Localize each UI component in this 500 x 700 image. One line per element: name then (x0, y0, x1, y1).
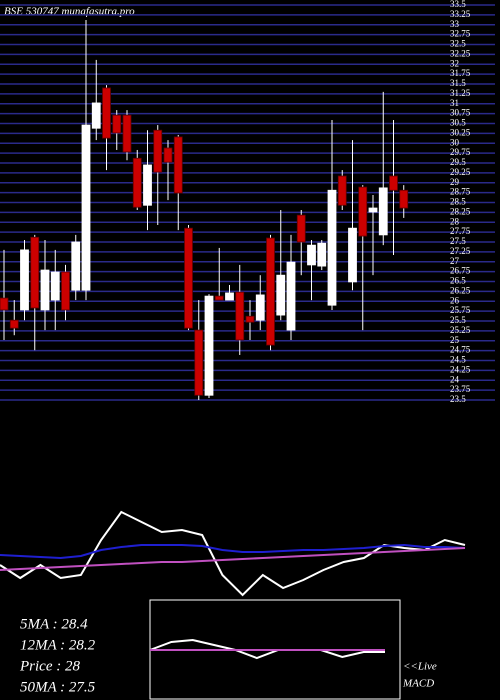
y-tick-label: 33.5 (450, 0, 466, 9)
y-tick-label: 28 (450, 216, 460, 226)
y-tick-label: 24.5 (450, 355, 466, 365)
y-tick-label: 30.5 (450, 118, 466, 128)
candle-body (173, 136, 183, 194)
y-tick-label: 30.75 (450, 108, 471, 118)
candle-body (307, 244, 316, 266)
y-tick-label: 28.25 (450, 206, 471, 216)
y-tick-label: 27.5 (450, 236, 466, 246)
candle-body (81, 124, 91, 291)
candle-body (194, 329, 204, 396)
candle-body (348, 227, 357, 283)
candle-body (112, 114, 122, 134)
y-tick-label: 24.25 (450, 364, 471, 374)
candle-body (286, 261, 296, 331)
annotation: Price : 28 (19, 658, 80, 674)
candle-body (153, 129, 163, 173)
candle-body (20, 249, 29, 311)
y-tick-label: 26 (450, 295, 460, 305)
y-tick-label: 28.75 (450, 187, 471, 197)
candle-body (163, 147, 173, 163)
y-tick-label: 31.5 (450, 78, 466, 88)
candle-body (40, 269, 50, 311)
y-tick-label: 29.25 (450, 167, 471, 177)
y-tick-label: 32.75 (450, 29, 471, 39)
candle-body (50, 271, 60, 301)
candle-body (204, 295, 214, 396)
annotation: 50MA : 27.5 (20, 679, 96, 695)
candle-body (378, 187, 388, 236)
y-tick-label: 24 (450, 374, 460, 384)
y-tick-label: 32.25 (450, 48, 471, 58)
candle-body (122, 114, 132, 153)
candle-body (30, 236, 40, 309)
candle-body (0, 297, 9, 311)
candle-body (399, 189, 409, 209)
candle-body (214, 295, 224, 301)
indicator-line (0, 510, 466, 597)
candle-body (266, 237, 275, 346)
y-tick-label: 27.75 (450, 226, 471, 236)
y-tick-label: 25 (450, 335, 460, 345)
annotation: MACD (402, 678, 434, 690)
candle-body (296, 214, 306, 243)
y-tick-label: 33.25 (450, 9, 471, 19)
candle-body (235, 291, 245, 341)
y-tick-label: 30 (450, 137, 460, 147)
candle-body (225, 292, 234, 301)
candle-body (327, 189, 337, 306)
annotation: <<Live (403, 661, 437, 673)
y-tick-label: 23.5 (450, 394, 466, 404)
y-tick-label: 33 (450, 19, 460, 29)
candle-body (337, 175, 347, 206)
y-tick-label: 25.5 (450, 315, 466, 325)
candle-body (358, 186, 368, 237)
y-tick-label: 31.25 (450, 88, 471, 98)
y-tick-label: 31.75 (450, 68, 471, 78)
y-tick-label: 28.5 (450, 197, 466, 207)
y-tick-label: 30.25 (450, 127, 471, 137)
y-tick-label: 32.5 (450, 39, 466, 49)
candle-body (61, 271, 70, 311)
chart-title: BSE 530747 munafasutra.pro (4, 6, 135, 18)
y-tick-label: 27.25 (450, 246, 471, 256)
candle-body (276, 274, 286, 316)
candle-body (9, 319, 19, 329)
y-tick-label: 26.5 (450, 276, 466, 286)
y-tick-label: 32 (450, 58, 459, 68)
indicator-line (0, 547, 466, 571)
y-tick-label: 27 (450, 256, 460, 266)
candle-body (245, 315, 255, 323)
annotation: 12MA : 28.2 (20, 637, 96, 653)
y-tick-label: 25.75 (450, 305, 471, 315)
candle-body (91, 102, 101, 129)
candle-body (184, 227, 193, 329)
y-tick-label: 29.75 (450, 147, 471, 157)
y-tick-label: 31 (450, 98, 459, 108)
y-tick-label: 29.5 (450, 157, 466, 167)
candle-body (143, 164, 152, 206)
y-tick-label: 29 (450, 177, 460, 187)
y-tick-label: 26.25 (450, 285, 471, 295)
y-tick-label: 24.75 (450, 345, 471, 355)
candle-body (255, 294, 265, 321)
indicator-line (149, 638, 385, 660)
indicator-line (0, 543, 466, 560)
annotation: 5MA : 28.4 (20, 616, 88, 632)
candle-body (368, 207, 378, 213)
candle-body (389, 175, 398, 191)
y-tick-label: 26.75 (450, 266, 471, 276)
candle-body (132, 157, 142, 208)
candle-body (71, 241, 81, 291)
candle-body (317, 242, 327, 267)
y-tick-label: 25.25 (450, 325, 471, 335)
y-tick-label: 23.75 (450, 384, 471, 394)
candle-body (102, 87, 111, 139)
